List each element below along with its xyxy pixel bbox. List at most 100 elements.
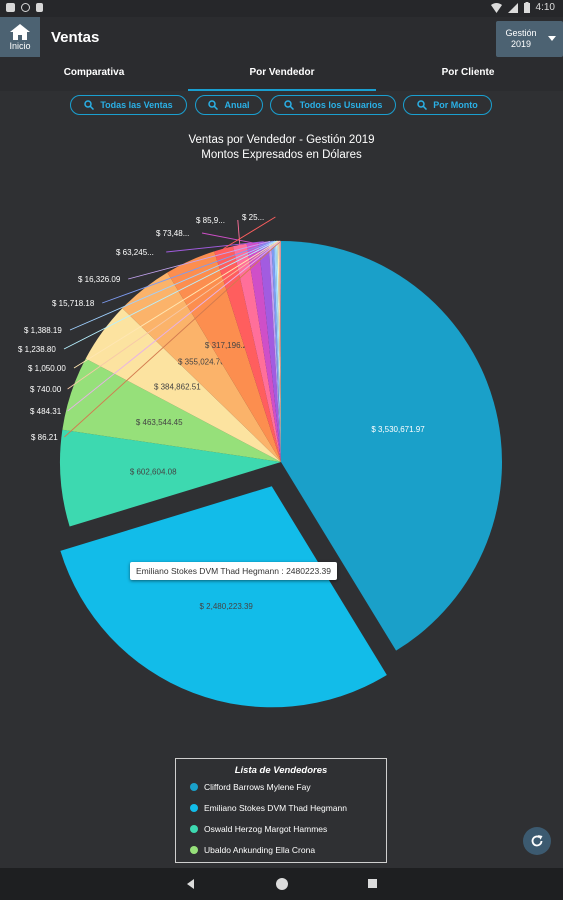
slice-label: $ 15,718.18 xyxy=(52,299,95,308)
filter-label: Todas las Ventas xyxy=(100,100,173,110)
pie-slice[interactable] xyxy=(167,251,281,462)
filter-label: Todos los Usuarios xyxy=(299,100,383,110)
recent-apps-icon[interactable] xyxy=(368,879,377,888)
legend: Lista de Vendedores Clifford Barrows Myl… xyxy=(175,758,387,863)
slice-label: $ 63,245... xyxy=(116,248,154,257)
legend-dot-icon xyxy=(190,845,198,854)
year-label: Gestión xyxy=(505,28,537,38)
label-leader-line xyxy=(69,240,276,331)
pie-slice[interactable] xyxy=(59,429,281,527)
home-circle-icon[interactable] xyxy=(276,878,288,890)
tab-por-cliente[interactable]: Por Cliente xyxy=(441,67,495,78)
chevron-down-icon xyxy=(548,36,556,41)
legend-item[interactable]: Emiliano Stokes DVM Thad Hegmann xyxy=(190,797,386,818)
pie-slice[interactable] xyxy=(279,241,281,462)
label-leader-line xyxy=(67,240,281,412)
search-icon xyxy=(417,100,428,110)
chart-tooltip: Emiliano Stokes DVM Thad Hegmann : 24802… xyxy=(130,562,337,580)
legend-item[interactable]: Clifford Barrows Mylene Fay xyxy=(190,776,386,797)
slice-label: $ 1,238.80 xyxy=(18,345,56,354)
pie-slice[interactable] xyxy=(122,272,281,462)
status-bar: 4:10 xyxy=(0,0,563,17)
pie-slice[interactable] xyxy=(85,308,281,462)
pie-slice[interactable] xyxy=(268,241,281,462)
slice-label: $ 86.21 xyxy=(31,433,58,442)
pie-chart[interactable]: $ 3,530,671.97 $ 2,480,223.39 $ 602,604.08… xyxy=(0,0,563,760)
pie-slice[interactable] xyxy=(62,358,281,462)
search-icon xyxy=(84,100,95,110)
label-leader-line xyxy=(73,240,279,369)
slice-label: $ 384,862.51 xyxy=(154,383,201,392)
home-button[interactable]: Inicio xyxy=(0,17,40,57)
pie-slice[interactable] xyxy=(214,246,281,462)
clock: 4:10 xyxy=(535,2,555,13)
slice-label: $ 463,544.45 xyxy=(136,418,183,427)
filter-por-monto[interactable]: Por Monto xyxy=(403,95,492,115)
year-selector[interactable]: Gestión 2019 xyxy=(496,21,563,57)
legend-item[interactable]: Ubaldo Ankunding Ella Crona xyxy=(190,839,386,860)
slice-label: $ 1,050.00 xyxy=(28,364,66,373)
slice-label: $ 25... xyxy=(242,213,264,222)
chart-subtitle: Montos Expresados en Dólares xyxy=(201,149,362,161)
pie-slice[interactable] xyxy=(258,241,281,462)
sd-card-icon xyxy=(36,3,43,12)
label-leader-line xyxy=(166,241,264,253)
legend-title: Lista de Vendedores xyxy=(234,765,328,776)
notification-icon xyxy=(6,3,15,12)
pie-slice[interactable] xyxy=(277,241,281,462)
slice-label: $ 2,480,223.39 xyxy=(200,602,254,611)
filter-todos-los-usuarios[interactable]: Todos los Usuarios xyxy=(270,95,396,115)
pie-slice[interactable] xyxy=(281,241,503,651)
pie-slice[interactable] xyxy=(232,243,281,462)
tab-comparativa[interactable]: Comparativa xyxy=(63,67,125,78)
filter-anual[interactable]: Anual xyxy=(195,95,263,115)
signal-icon xyxy=(507,2,518,13)
year-value: 2019 xyxy=(510,39,532,49)
filter-bar: Todas las Ventas Anual Todos los Usuario… xyxy=(0,95,563,117)
label-leader-line xyxy=(67,240,280,390)
filter-label: Por Monto xyxy=(433,100,478,110)
slice-label: $ 73,48... xyxy=(156,229,189,238)
legend-label: Clifford Barrows Mylene Fay xyxy=(204,781,311,792)
pie-slice[interactable] xyxy=(278,241,281,462)
label-leader-line xyxy=(63,240,277,350)
wifi-icon xyxy=(490,2,502,13)
slice-label: $ 602,604.08 xyxy=(130,468,177,477)
system-nav-bar xyxy=(0,868,563,900)
app-bar: Inicio Ventas Gestión 2019 xyxy=(0,17,563,59)
back-icon[interactable] xyxy=(187,879,194,889)
pie-slice[interactable] xyxy=(271,241,281,462)
refresh-button[interactable] xyxy=(523,827,551,855)
battery-icon xyxy=(523,2,530,13)
pie-slice[interactable] xyxy=(275,241,281,462)
home-label: Inicio xyxy=(9,40,31,51)
slice-label: $ 16,326.09 xyxy=(78,275,121,284)
legend-label: Ubaldo Ankunding Ella Crona xyxy=(204,844,316,855)
legend-dot-icon xyxy=(190,803,198,812)
chart-title: Ventas por Vendedor - Gestión 2019 xyxy=(188,134,375,146)
pie-slice[interactable] xyxy=(60,486,387,708)
legend-label: Oswald Herzog Margot Hammes xyxy=(204,823,328,834)
pie-slice[interactable] xyxy=(273,241,281,462)
legend-item[interactable]: Oswald Herzog Margot Hammes xyxy=(190,818,386,839)
tab-por-vendedor[interactable]: Por Vendedor xyxy=(188,59,376,91)
sync-icon xyxy=(21,3,30,12)
pie-slice[interactable] xyxy=(246,242,281,462)
slice-label: $ 355,024.70 xyxy=(178,358,225,367)
slice-label: $ 740.00 xyxy=(30,385,62,394)
legend-dot-icon xyxy=(190,782,198,791)
legend-dot-icon xyxy=(190,824,198,833)
label-leader-line xyxy=(102,240,273,304)
tab-bar: Comparativa Por Vendedor Por Cliente xyxy=(0,59,563,91)
search-icon xyxy=(283,100,294,110)
search-icon xyxy=(208,100,219,110)
label-leader-line xyxy=(237,219,241,245)
label-leader-line xyxy=(201,232,253,244)
filter-label: Anual xyxy=(224,100,250,110)
page-title: Ventas xyxy=(51,29,100,46)
filter-todas-las-ventas[interactable]: Todas las Ventas xyxy=(70,95,187,115)
label-leader-line xyxy=(64,240,282,438)
slice-label: $ 1,388.19 xyxy=(24,326,62,335)
label-leader-line xyxy=(223,216,276,249)
slice-label: $ 317,196.28 xyxy=(205,341,252,350)
